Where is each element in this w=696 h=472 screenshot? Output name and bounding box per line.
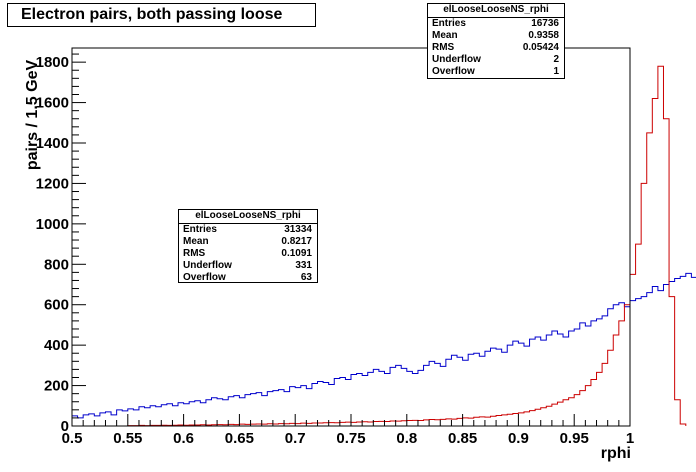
- stats-row: Overflow 63: [179, 272, 317, 284]
- stats-row: Mean 0.9358: [428, 30, 564, 42]
- y-tick-label: 1200: [36, 175, 69, 192]
- stats-label: Overflow: [183, 272, 226, 283]
- histogram-series-blue: [71, 272, 696, 426]
- x-tick-label: 0.95: [560, 430, 589, 447]
- plot-frame: [71, 47, 631, 427]
- stats-label: RMS: [183, 248, 206, 259]
- stats-label: Underflow: [183, 260, 232, 271]
- y-tick-label: 1400: [36, 135, 69, 152]
- x-tick-label: 0.5: [62, 430, 83, 447]
- y-tick-label: 1000: [36, 216, 69, 233]
- y-tick-label: 800: [44, 256, 69, 273]
- x-tick-label: 0.7: [285, 430, 306, 447]
- stats-row: Mean 0.8217: [179, 236, 317, 248]
- stats-box-name: elLooseLooseNS_rphi: [179, 210, 317, 224]
- stats-value: 63: [300, 272, 312, 283]
- stats-row: Underflow 2: [428, 54, 564, 66]
- x-tick-label: 0.75: [336, 430, 365, 447]
- stats-row: Entries 31334: [179, 224, 317, 236]
- y-tick-label: 200: [44, 378, 69, 395]
- stats-row: RMS 0.05424: [428, 42, 564, 54]
- x-axis-label: rphi: [600, 445, 631, 462]
- stats-box-red: elLooseLooseNS_rphi Entries 16736 Mean 0.9…: [427, 3, 565, 79]
- x-tick-label: 0.6: [173, 430, 194, 447]
- y-tick-label: 0: [61, 418, 69, 435]
- x-tick-label: 0.55: [113, 430, 142, 447]
- stats-value: 0.8217: [281, 236, 312, 247]
- stats-value: 2: [553, 54, 559, 65]
- histogram-series-red: [72, 65, 687, 427]
- y-tick-label: 1600: [36, 95, 69, 112]
- stats-row: Underflow 331: [179, 260, 317, 272]
- stats-label: RMS: [432, 42, 455, 53]
- y-tick-label: 1800: [36, 54, 69, 71]
- stats-row: Overflow 1: [428, 66, 564, 78]
- stats-value: 0.1091: [281, 248, 312, 259]
- y-tick-label: 600: [44, 297, 69, 314]
- y-axis-label: pairs / 1.5 GeV: [24, 59, 41, 171]
- stats-box-blue: elLooseLooseNS_rphi Entries 31334 Mean 0.8…: [178, 209, 318, 283]
- x-tick-label: 0.9: [508, 430, 529, 447]
- histogram-layer: [71, 65, 696, 427]
- stats-value: 1: [553, 66, 559, 77]
- x-tick-label: 1: [626, 430, 634, 447]
- stats-label: Mean: [432, 30, 458, 41]
- stats-label: Entries: [183, 224, 217, 235]
- stats-value: 331: [295, 260, 312, 271]
- stats-value: 16736: [531, 18, 559, 29]
- stats-row: RMS 0.1091: [179, 248, 317, 260]
- stats-label: Underflow: [432, 54, 481, 65]
- axis-layer: 0.5 0.55 0.6 0.65 0.7 0.75 0.8 0.85 0.9 0.95 1 0 200…: [36, 53, 634, 447]
- stats-label: Mean: [183, 236, 209, 247]
- stats-value: 0.9358: [528, 30, 559, 41]
- y-tick-label: 400: [44, 337, 69, 354]
- x-tick-label: 0.8: [396, 430, 417, 447]
- stats-value: 31334: [284, 224, 312, 235]
- x-tick-label: 0.85: [448, 430, 477, 447]
- chart-title: Electron pairs, both passing loose: [7, 3, 316, 27]
- stats-row: Entries 16736: [428, 18, 564, 30]
- x-tick-label: 0.65: [225, 430, 254, 447]
- stats-value: 0.05424: [522, 42, 559, 53]
- stats-label: Overflow: [432, 66, 475, 77]
- stats-box-name: elLooseLooseNS_rphi: [428, 4, 564, 18]
- stats-label: Entries: [432, 18, 466, 29]
